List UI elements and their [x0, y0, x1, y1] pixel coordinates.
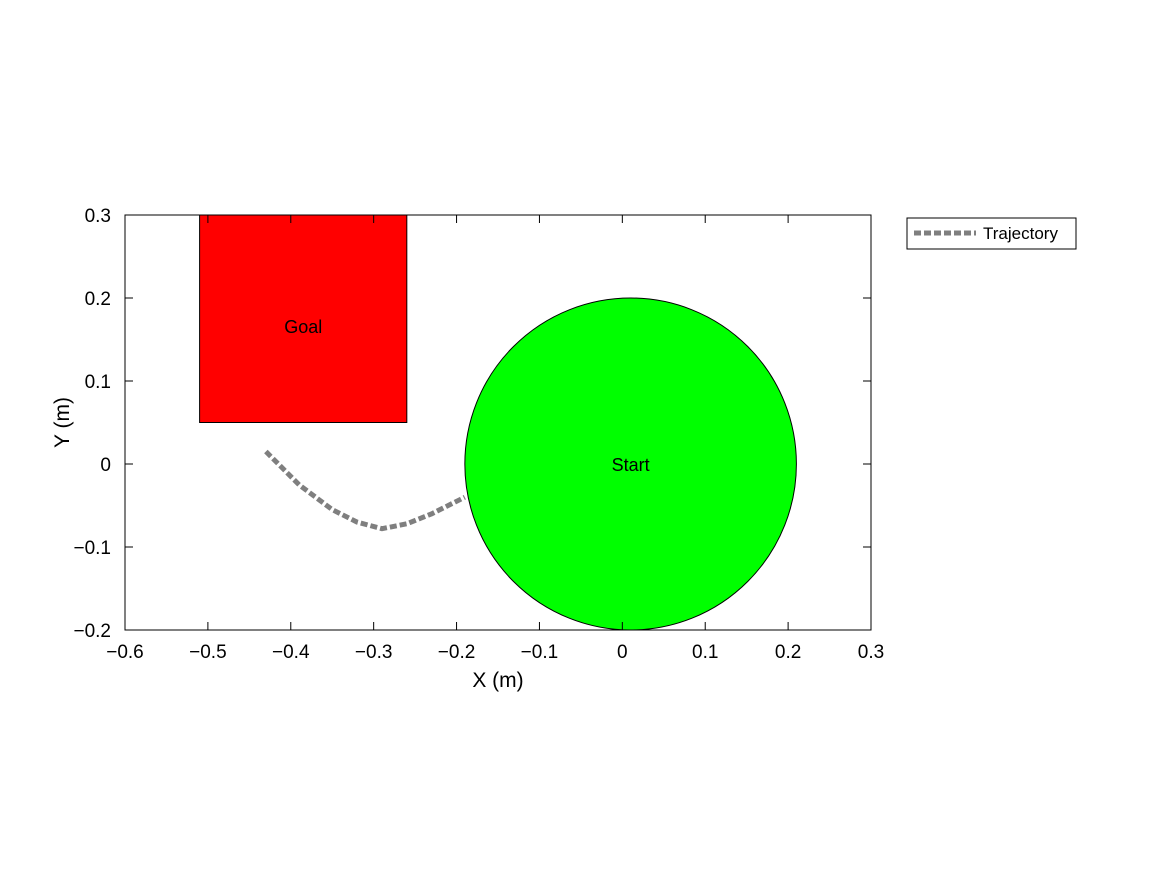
x-tick-label: −0.1 [521, 642, 559, 663]
x-tick-label: −0.4 [272, 642, 310, 663]
y-tick-label: 0.2 [85, 289, 111, 310]
x-tick-label: −0.6 [106, 642, 144, 663]
legend: Trajectory [907, 218, 1076, 249]
y-tick-label: 0 [100, 455, 111, 476]
plot-content [200, 215, 797, 630]
x-tick-label: −0.3 [355, 642, 393, 663]
x-tick-label: −0.5 [189, 642, 227, 663]
start-label: Start [612, 455, 650, 475]
y-tick-label: −0.1 [73, 538, 111, 559]
x-axis-title: X (m) [472, 669, 523, 692]
y-tick-label: 0.3 [85, 206, 111, 227]
x-tick-label: 0 [617, 642, 628, 663]
x-tick-label: 0.3 [858, 642, 884, 663]
goal-label: Goal [284, 317, 322, 337]
y-axis-title: Y (m) [51, 397, 74, 448]
legend-label-trajectory: Trajectory [983, 224, 1058, 243]
x-tick-label: 0.2 [775, 642, 801, 663]
plot-area: Goal Start [200, 215, 797, 630]
x-tick-label: −0.2 [438, 642, 476, 663]
y-tick-label: 0.1 [85, 372, 111, 393]
y-tick-label: −0.2 [73, 621, 111, 642]
trajectory-line [266, 452, 465, 529]
x-tick-label: 0.1 [692, 642, 718, 663]
